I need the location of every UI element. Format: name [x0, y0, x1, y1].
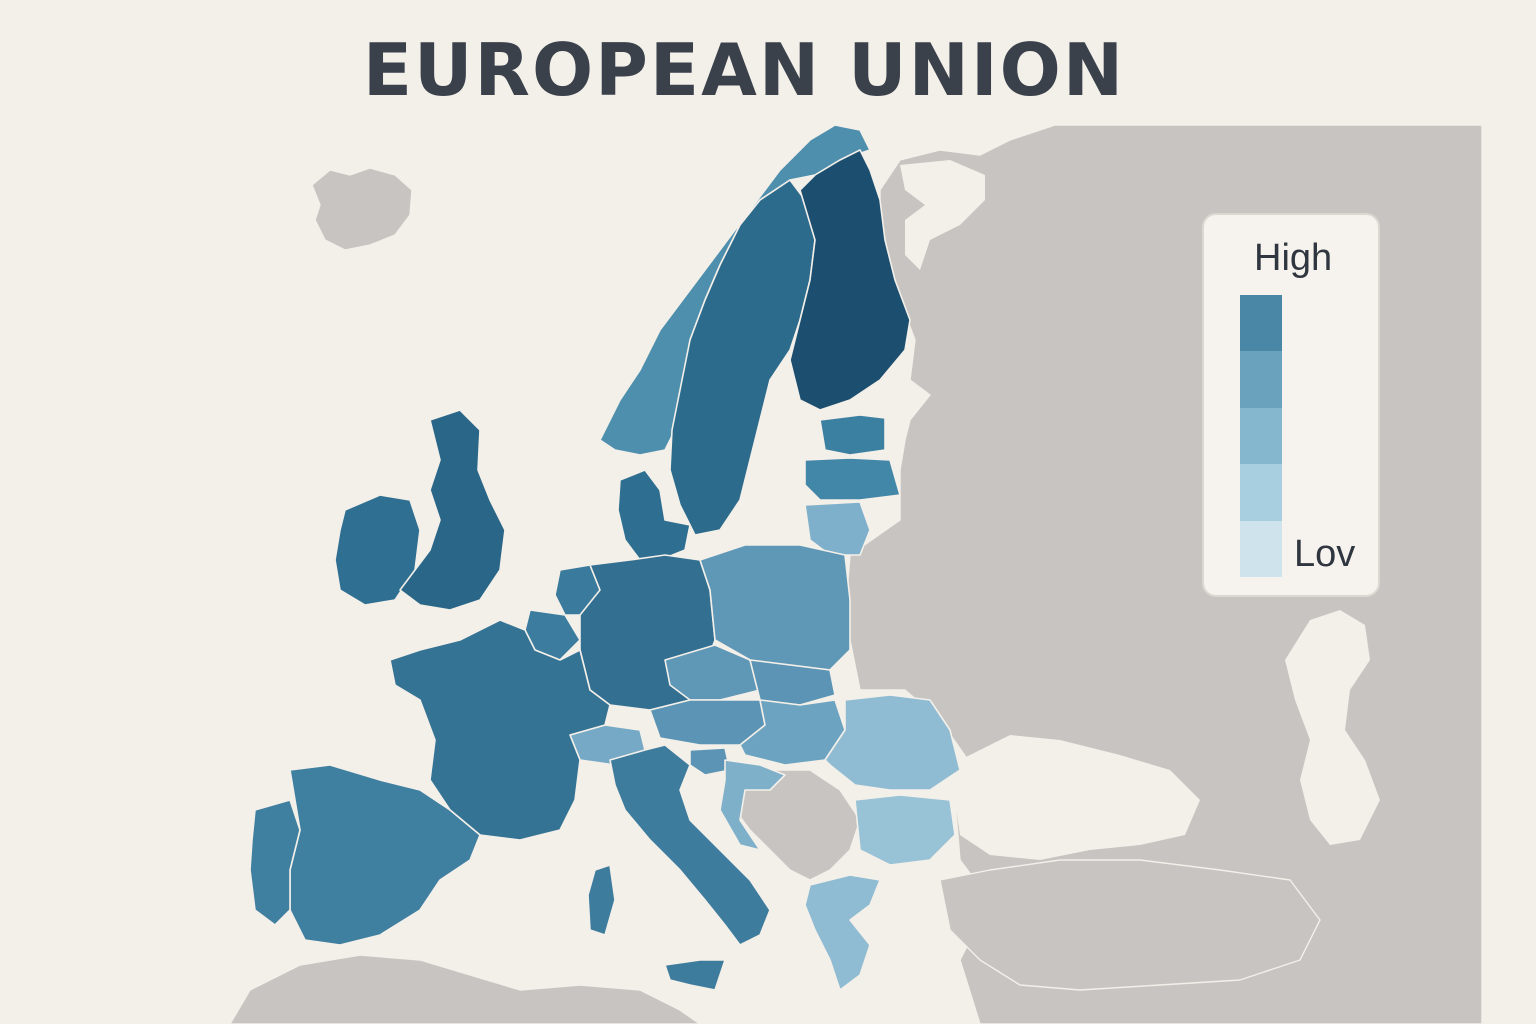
member-states: [249, 124, 961, 991]
region-croatia[interactable]: [719, 759, 786, 851]
turkey-region: [939, 859, 1321, 991]
region-finland[interactable]: [789, 149, 911, 411]
region-hungary[interactable]: [739, 699, 846, 766]
white-sea: [900, 160, 985, 270]
iceland: [311, 167, 413, 251]
region-czechia[interactable]: [664, 644, 761, 701]
region-sardinia[interactable]: [587, 864, 616, 936]
region-france[interactable]: [389, 619, 611, 841]
region-denmark[interactable]: [617, 469, 691, 561]
region-sicily[interactable]: [664, 959, 726, 991]
legend-step-4: [1240, 464, 1282, 521]
region-greece[interactable]: [804, 874, 881, 991]
region-lithuania[interactable]: [804, 501, 871, 556]
region-estonia[interactable]: [819, 414, 886, 456]
balkans-non-member: [729, 769, 861, 881]
region-poland[interactable]: [699, 544, 851, 671]
legend-step-2: [1240, 351, 1282, 408]
region-sweden[interactable]: [669, 179, 816, 536]
north-africa: [229, 954, 701, 1024]
black-sea: [955, 735, 1200, 860]
region-portugal[interactable]: [249, 799, 301, 926]
region-bulgaria[interactable]: [854, 794, 956, 866]
caspian-sea: [1285, 610, 1380, 845]
map-title: EUROPEAN UNION: [362, 28, 1126, 112]
legend: High Lov: [1202, 213, 1380, 597]
region-romania[interactable]: [824, 694, 961, 791]
region-united-kingdom[interactable]: [399, 409, 506, 611]
region-latvia[interactable]: [804, 457, 901, 501]
legend-step-3: [1240, 407, 1282, 465]
region-italy[interactable]: [609, 744, 771, 946]
legend-step-5: [1240, 520, 1282, 577]
region-slovenia[interactable]: [689, 747, 731, 776]
region-ireland[interactable]: [334, 494, 421, 606]
legend-high-label: High: [1254, 237, 1333, 279]
legend-low-label: Lov: [1294, 533, 1356, 575]
legend-step-1: [1240, 295, 1282, 352]
legend-color-ramp: [1240, 295, 1282, 577]
